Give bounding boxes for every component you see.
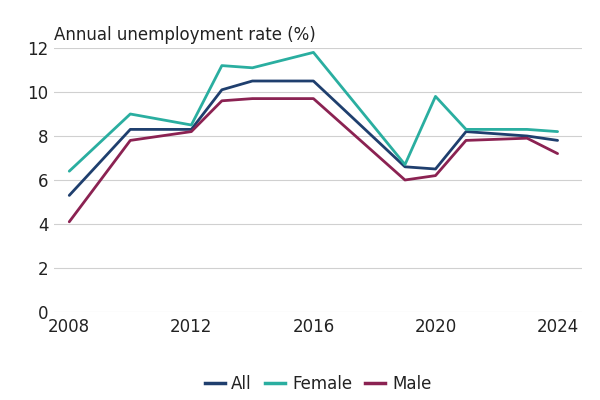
Female [432,94,439,99]
Male [127,138,134,143]
Line: All: All [69,81,557,196]
All [401,164,409,169]
Female [463,127,470,132]
Male [554,151,561,156]
Female [249,65,256,70]
Female [127,112,134,116]
All [463,129,470,134]
Female [218,63,226,68]
Male [310,96,317,101]
Female [188,122,195,127]
Male [401,178,409,182]
Line: Male: Male [69,99,557,222]
Male [218,98,226,103]
Male [432,173,439,178]
Male [65,219,73,224]
Male [188,129,195,134]
Line: Female: Female [69,52,557,171]
All [127,127,134,132]
All [523,134,530,138]
Female [401,162,409,167]
Male [249,96,256,101]
All [249,78,256,84]
All [188,127,195,132]
Male [523,136,530,140]
Female [554,129,561,134]
Female [65,169,73,174]
All [218,88,226,92]
All [65,193,73,198]
Text: Annual unemployment rate (%): Annual unemployment rate (%) [54,26,316,44]
Female [310,50,317,55]
Legend: All, Female, Male: All, Female, Male [198,368,438,399]
All [310,78,317,84]
All [554,138,561,143]
Female [523,127,530,132]
Male [463,138,470,143]
All [432,166,439,171]
